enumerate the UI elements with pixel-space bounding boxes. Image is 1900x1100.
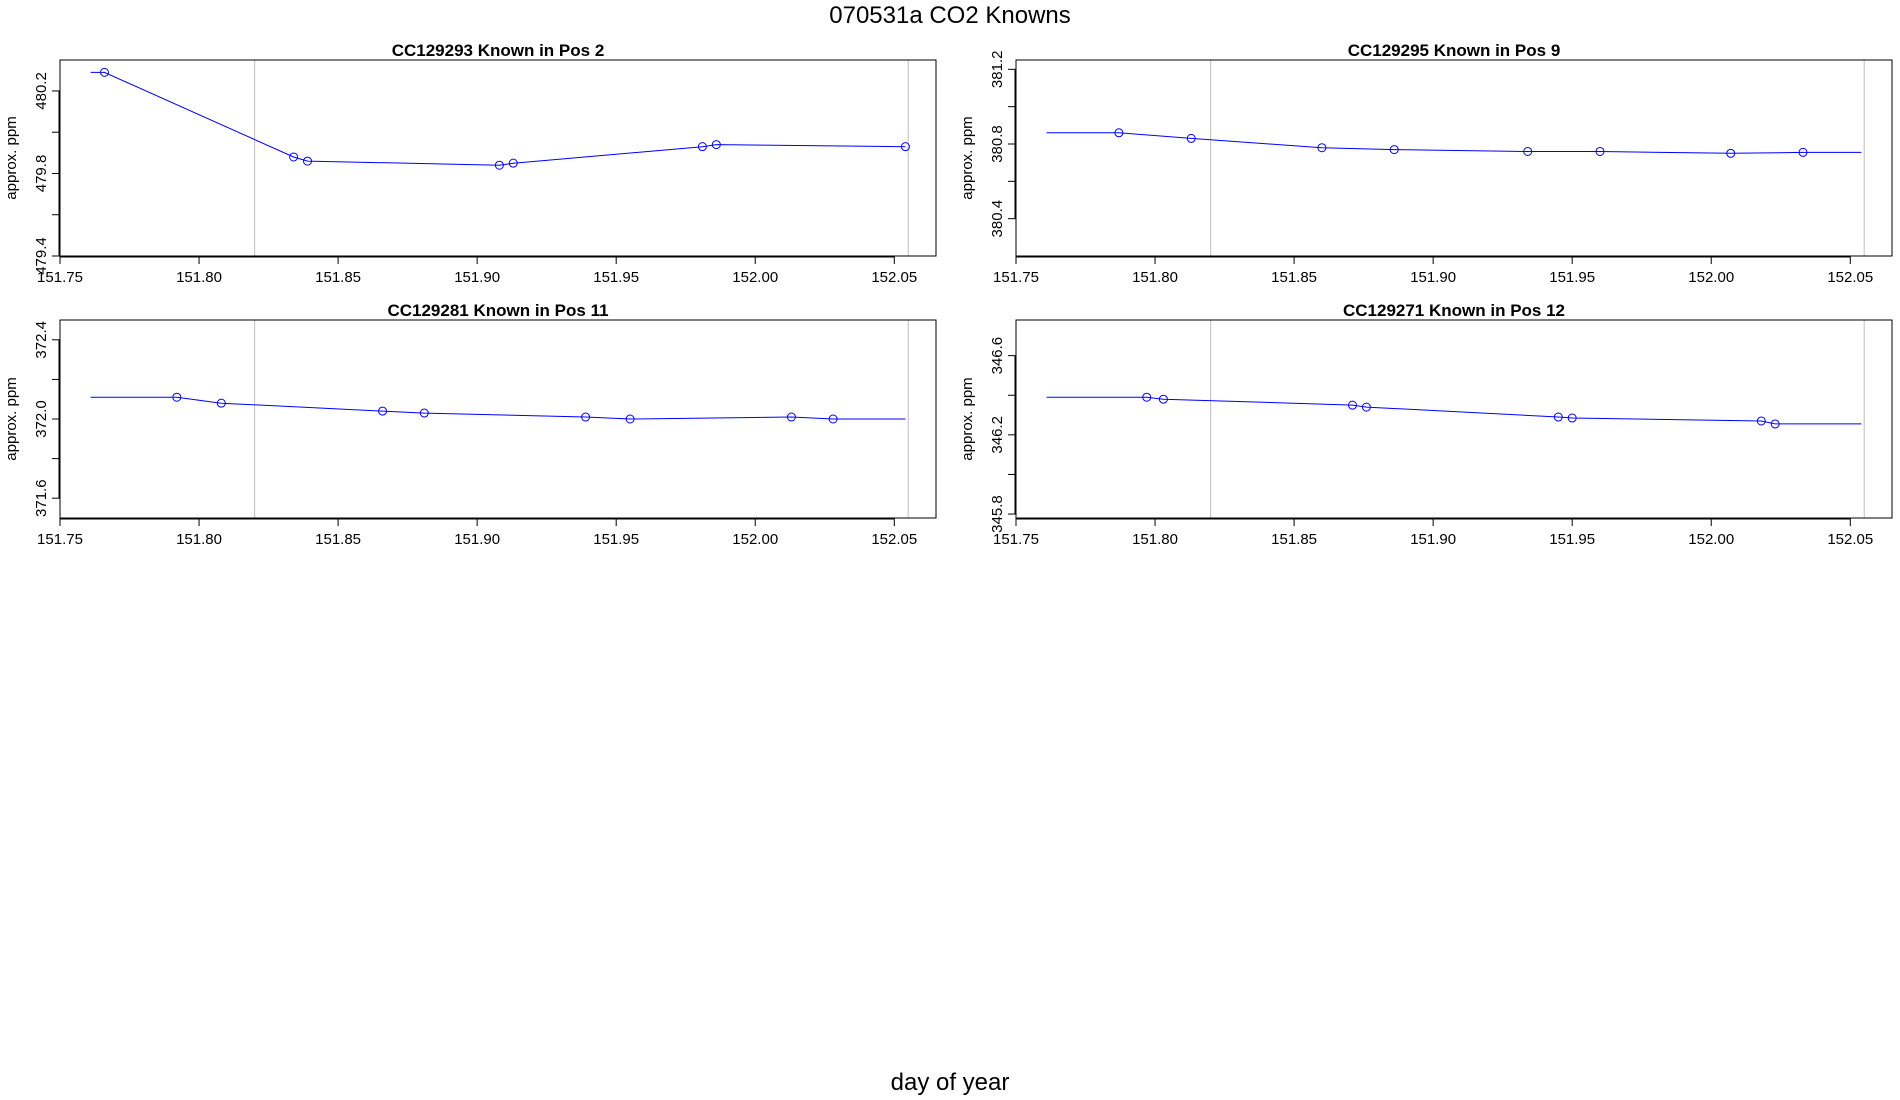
data-point	[697, 142, 707, 152]
y-tick-label: 479.4	[33, 237, 50, 275]
x-tick-label: 151.75	[37, 269, 83, 286]
data-point	[1567, 413, 1577, 423]
data-point	[786, 412, 796, 422]
panel-title: CC129271 Known in Pos 12	[1343, 301, 1565, 320]
data-point	[216, 398, 226, 408]
x-tick-label: 152.05	[1827, 531, 1873, 548]
x-tick-label: 151.95	[1549, 269, 1595, 286]
y-tick-label: 380.4	[989, 200, 1006, 238]
x-tick-label: 151.80	[1132, 269, 1178, 286]
plot-frame	[59, 319, 937, 519]
panel-2: CC129295 Known in Pos 9 151.75 151.80 151.8…	[959, 41, 1893, 286]
data-point	[581, 412, 591, 422]
y-axis-label: approx. ppm	[3, 116, 20, 199]
plot-frame	[59, 59, 937, 257]
x-tick-label: 152.00	[1688, 531, 1734, 548]
x-tick-label: 151.95	[1549, 531, 1595, 548]
data-point	[1389, 145, 1399, 155]
x-tick-label: 151.85	[1271, 531, 1317, 548]
data-point	[419, 408, 429, 418]
data-point	[1317, 143, 1327, 153]
x-tick-label: 152.05	[871, 269, 917, 286]
data-point	[625, 414, 635, 424]
x-tick-label: 151.80	[176, 531, 222, 548]
data-point	[378, 406, 388, 416]
y-tick-label: 372.0	[33, 400, 50, 438]
y-axis-label: approx. ppm	[959, 116, 976, 199]
data-point	[1114, 128, 1124, 138]
data-point	[99, 67, 109, 77]
data-point	[289, 152, 299, 162]
y-tick-label: 479.8	[33, 155, 50, 193]
x-tick-label: 152.00	[1688, 269, 1734, 286]
y-tick-label: 381.2	[989, 51, 1006, 89]
plot-frame	[1015, 59, 1893, 257]
x-tick-label: 151.80	[176, 269, 222, 286]
x-tick-label: 151.75	[993, 269, 1039, 286]
x-tick-label: 151.95	[593, 269, 639, 286]
data-point	[1361, 402, 1371, 412]
data-point	[1798, 147, 1808, 157]
x-tick-label: 151.95	[593, 531, 639, 548]
x-tick-label: 152.05	[871, 531, 917, 548]
y-tick-label: 372.4	[33, 321, 50, 359]
data-point	[1595, 146, 1605, 156]
y-tick-label: 346.2	[989, 416, 1006, 454]
series-line	[1046, 396, 1862, 425]
x-tick-label: 151.90	[454, 269, 500, 286]
data-point	[1347, 400, 1357, 410]
figure-title: 070531a CO2 Knowns	[829, 2, 1071, 29]
series-line	[90, 396, 906, 420]
x-tick-label: 151.75	[37, 531, 83, 548]
data-point	[1756, 416, 1766, 426]
y-axis-label: approx. ppm	[959, 377, 976, 460]
x-axis-title: day of year	[890, 1069, 1010, 1096]
panel-1: CC129293 Known in Pos 2 151.75 151.80 151.8…	[3, 41, 937, 286]
y-tick-label: 371.6	[33, 479, 50, 517]
data-point	[1770, 419, 1780, 429]
data-point	[1523, 146, 1533, 156]
y-axis-label: approx. ppm	[3, 377, 20, 460]
panel-title: CC129281 Known in Pos 11	[387, 301, 608, 320]
data-point	[711, 140, 721, 150]
y-tick-label: 346.6	[989, 337, 1006, 375]
panel-4: CC129271 Known in Pos 12 151.75 151.80 151.…	[959, 301, 1893, 548]
y-tick-label: 380.8	[989, 125, 1006, 163]
x-tick-label: 152.00	[732, 269, 778, 286]
data-point	[1158, 394, 1168, 404]
x-tick-label: 151.85	[315, 269, 361, 286]
x-tick-label: 151.80	[1132, 531, 1178, 548]
data-point	[1142, 392, 1152, 402]
data-point	[900, 142, 910, 152]
data-point	[303, 156, 313, 166]
data-point	[1186, 133, 1196, 143]
x-tick-label: 151.85	[1271, 269, 1317, 286]
x-tick-label: 151.75	[993, 531, 1039, 548]
series-line	[1046, 132, 1862, 154]
data-point	[1726, 148, 1736, 158]
panel-title: CC129293 Known in Pos 2	[392, 41, 605, 60]
series-line	[90, 71, 906, 166]
x-tick-label: 152.00	[732, 531, 778, 548]
x-tick-label: 152.05	[1827, 269, 1873, 286]
y-tick-label: 345.8	[989, 495, 1006, 533]
x-tick-label: 151.90	[1410, 531, 1456, 548]
panel-title: CC129295 Known in Pos 9	[1348, 41, 1561, 60]
data-point	[1553, 412, 1563, 422]
data-point	[172, 392, 182, 402]
data-point	[494, 160, 504, 170]
x-tick-label: 151.90	[454, 531, 500, 548]
data-point	[508, 158, 518, 168]
plot-frame	[1015, 319, 1893, 519]
x-tick-label: 151.85	[315, 531, 361, 548]
data-point	[828, 414, 838, 424]
x-tick-label: 151.90	[1410, 269, 1456, 286]
panel-3: CC129281 Known in Pos 11 151.75 151.80 151.…	[3, 301, 937, 548]
y-tick-label: 480.2	[33, 72, 50, 110]
